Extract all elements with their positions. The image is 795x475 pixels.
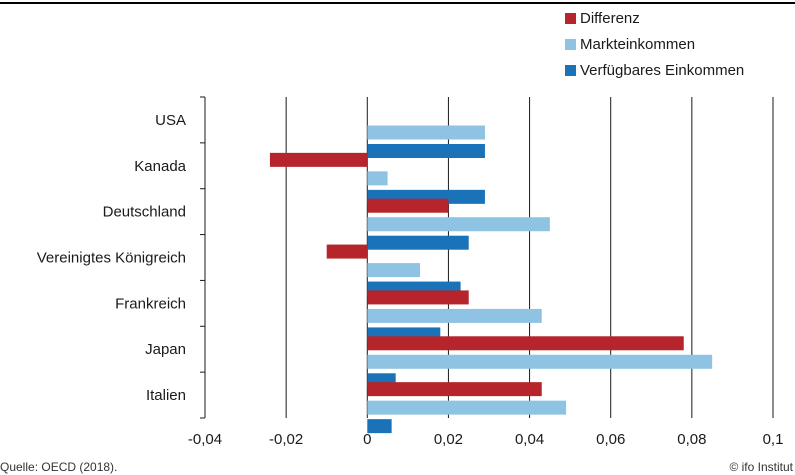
bar	[367, 400, 567, 415]
legend-label: Markteinkommen	[580, 36, 695, 53]
category-labels: USA Kanada Deutschland Vereinigtes Königrei…	[37, 112, 187, 404]
bar	[269, 152, 368, 167]
category-label: Frankreich	[115, 295, 186, 312]
bar	[367, 263, 421, 278]
legend: Differenz Markteinkommen Verfügbares Einko…	[565, 10, 744, 79]
bar	[367, 382, 542, 397]
x-tick-labels: -0,04 -0,02 0 0,02 0,04 0,06 0,08 0,1	[188, 431, 784, 448]
category-label: Italien	[146, 387, 186, 404]
x-tick-label: 0,02	[434, 431, 463, 448]
bar	[367, 354, 713, 369]
legend-label: Verfügbares Einkommen	[580, 62, 744, 79]
x-tick-label: 0,04	[515, 431, 544, 448]
bar	[367, 419, 392, 434]
bar	[367, 336, 684, 351]
x-tick-label: -0,04	[188, 431, 222, 448]
x-tick-label: 0,08	[677, 431, 706, 448]
x-tick-label: 0,06	[596, 431, 625, 448]
bar	[367, 290, 469, 305]
category-label: Japan	[145, 341, 186, 358]
bar	[367, 308, 542, 323]
bar	[367, 198, 449, 213]
credit-note: © ifo Institut	[729, 460, 793, 474]
x-tick-label: 0,1	[763, 431, 784, 448]
category-label: USA	[155, 112, 186, 129]
top-rule	[0, 2, 795, 4]
y-axis	[200, 96, 206, 419]
legend-swatch	[565, 13, 576, 24]
category-label: Vereinigtes Königreich	[37, 250, 186, 267]
bar	[367, 235, 469, 250]
legend-swatch	[565, 65, 576, 76]
bar	[367, 171, 388, 186]
x-tick-label: -0,02	[269, 431, 303, 448]
bar	[367, 144, 485, 158]
source-note: Quelle: OECD (2018).	[0, 460, 118, 474]
x-tick-label: 0	[363, 431, 371, 448]
bar	[326, 244, 368, 259]
category-label: Kanada	[134, 158, 186, 175]
bar	[367, 217, 550, 232]
legend-label: Differenz	[580, 10, 640, 27]
legend-swatch	[565, 39, 576, 50]
bars	[269, 125, 713, 434]
category-label: Deutschland	[103, 204, 186, 221]
bar	[367, 125, 485, 140]
